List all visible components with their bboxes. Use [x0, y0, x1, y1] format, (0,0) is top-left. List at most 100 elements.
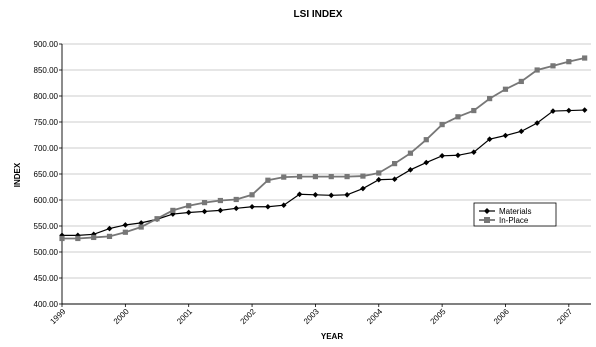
y-tick-label: 550.00 — [34, 222, 59, 231]
data-point-materials — [138, 220, 144, 226]
data-point-in-place — [423, 137, 429, 143]
data-point-in-place — [138, 224, 144, 230]
data-point-in-place — [344, 174, 350, 180]
data-point-materials — [471, 149, 477, 155]
data-point-materials — [296, 191, 303, 198]
data-point-materials — [581, 107, 588, 113]
legend-item-materials: Materials — [479, 207, 531, 216]
data-point-in-place — [186, 203, 192, 209]
y-tick-label: 900.00 — [34, 40, 59, 49]
data-point-in-place — [233, 196, 239, 203]
data-point-materials — [486, 136, 493, 142]
data-point-in-place — [518, 78, 524, 85]
data-point-materials — [407, 167, 414, 173]
data-point-in-place — [392, 161, 398, 167]
x-tick-label: 2001 — [175, 307, 194, 326]
data-point-materials — [185, 209, 192, 216]
legend-square-marker-icon — [484, 217, 490, 223]
data-point-in-place — [154, 216, 160, 222]
y-tick-labels: 400.00 450.00 500.00 550.00 600.00 650.00 700.… — [34, 40, 59, 309]
data-point-materials — [344, 192, 350, 198]
data-point-materials — [534, 120, 540, 126]
legend: Materials In-Place — [473, 202, 557, 227]
data-point-materials — [391, 176, 398, 182]
data-point-in-place — [312, 174, 319, 180]
x-tick-label: 1999 — [48, 307, 67, 326]
data-point-in-place — [439, 122, 445, 128]
data-point-in-place — [407, 150, 414, 156]
data-point-materials — [360, 185, 366, 192]
x-tick-labels: 1999 2000 2001 2002 2003 2004 2005 2006 2007 — [48, 307, 574, 326]
data-point-materials — [328, 192, 335, 199]
x-tick-label: 2004 — [365, 307, 384, 326]
data-point-in-place — [75, 235, 81, 242]
data-point-materials — [518, 128, 525, 135]
data-point-in-place — [265, 177, 271, 183]
y-tick-label: 850.00 — [34, 66, 59, 75]
y-tick-label: 800.00 — [34, 92, 59, 101]
data-point-in-place — [455, 114, 461, 120]
data-point-materials — [265, 203, 271, 210]
legend-label-in-place: In-Place — [499, 216, 529, 225]
data-point-materials — [312, 192, 319, 198]
data-point-in-place — [91, 234, 97, 241]
y-axis-label: INDEX — [13, 162, 22, 187]
y-tick-label: 700.00 — [34, 144, 59, 153]
x-tick-label: 2005 — [429, 307, 448, 326]
y-tick-label: 650.00 — [34, 170, 59, 179]
data-point-materials — [280, 202, 287, 208]
data-point-materials — [566, 107, 572, 114]
y-tick-label: 500.00 — [34, 248, 59, 257]
data-point-materials — [59, 232, 65, 239]
x-tick-label: 2000 — [112, 307, 131, 326]
chart-title: LSI INDEX — [294, 9, 343, 20]
data-point-in-place — [582, 55, 588, 61]
y-tick-label: 400.00 — [34, 300, 59, 309]
data-point-in-place — [487, 96, 493, 102]
x-tick-label: 2002 — [239, 307, 258, 326]
data-point-materials — [201, 208, 208, 215]
data-point-materials — [375, 176, 382, 183]
data-point-materials — [75, 232, 81, 239]
data-point-in-place — [502, 86, 509, 92]
data-point-in-place — [281, 174, 287, 180]
x-axis-label: YEAR — [321, 332, 343, 341]
x-tick-label: 2007 — [555, 307, 574, 326]
legend-diamond-marker-icon — [484, 208, 490, 214]
data-point-in-place — [534, 67, 540, 73]
data-point-materials — [550, 108, 556, 114]
legend-item-in-place: In-Place — [479, 216, 529, 225]
data-point-materials — [217, 207, 224, 214]
data-point-materials — [249, 203, 255, 210]
data-point-materials — [502, 132, 509, 139]
data-point-in-place — [471, 107, 477, 114]
data-point-in-place — [376, 170, 382, 176]
data-point-in-place — [360, 173, 366, 179]
data-point-materials — [439, 153, 445, 159]
data-point-in-place — [296, 174, 303, 180]
series-line-materials — [62, 109, 585, 236]
data-point-in-place — [122, 229, 128, 235]
series-line-in-place — [62, 57, 585, 240]
axes — [59, 43, 591, 307]
data-point-in-place — [328, 174, 334, 180]
y-tick-label: 450.00 — [34, 274, 59, 283]
data-point-materials — [106, 225, 113, 232]
x-tick-label: 2003 — [302, 307, 321, 326]
y-tick-label: 600.00 — [34, 196, 59, 205]
data-point-in-place — [201, 200, 208, 206]
series-in-place — [59, 55, 588, 242]
data-point-in-place — [59, 235, 65, 242]
y-tick-label: 750.00 — [34, 118, 59, 127]
x-tick-label: 2006 — [492, 307, 511, 326]
data-point-in-place — [106, 233, 113, 239]
data-point-materials — [233, 205, 240, 212]
data-point-materials — [423, 159, 430, 166]
data-point-in-place — [550, 63, 556, 69]
data-point-in-place — [566, 59, 572, 65]
data-point-materials — [122, 222, 129, 228]
grid-lines — [62, 43, 591, 305]
legend-label-materials: Materials — [499, 207, 531, 216]
